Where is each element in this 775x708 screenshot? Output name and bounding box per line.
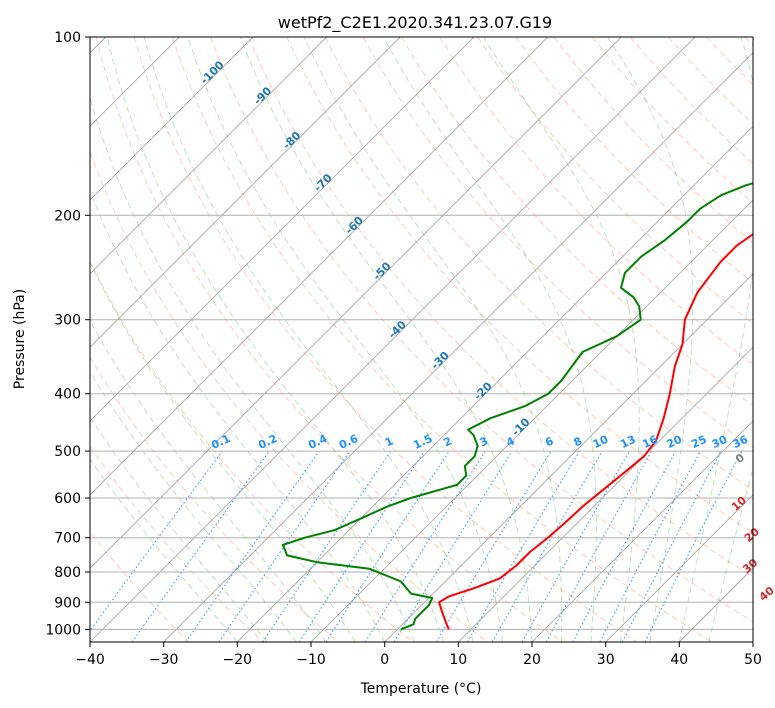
moist-adiabat-line [90, 416, 268, 642]
dry-adiabat-line [439, 37, 753, 365]
mixing-ratio-label: 20 [665, 433, 685, 451]
y-tick-label: 100 [54, 30, 81, 46]
isotherm-line [236, 125, 753, 642]
mixing-ratio-line [90, 450, 223, 632]
isotherm-line [90, 37, 475, 422]
dry-adiabat-line [477, 37, 753, 325]
mixing-ratio-line [393, 450, 513, 642]
plot-frame [89, 36, 754, 643]
y-axis: 100 200 300 400 500 600 700 800 900 1000 [45, 30, 90, 638]
isotherm-line [457, 346, 753, 642]
y-axis-title: Pressure (hPa) [12, 289, 28, 389]
moist-adiabat-line [90, 96, 415, 642]
isotherm-line [90, 37, 254, 201]
moist-adiabat-line [90, 190, 386, 642]
mixing-ratio-label: 36 [731, 433, 751, 451]
dry-adiabat-line [95, 37, 563, 642]
y-tick-label: 300 [54, 313, 81, 329]
moist-adiabat-line [187, 37, 503, 642]
isotherm-line [384, 273, 753, 642]
mixing-ratio-label: 30 [710, 433, 730, 451]
mixing-ratio-line [218, 450, 351, 642]
dry-adiabat-line [210, 37, 753, 623]
x-tick-label: −40 [75, 652, 105, 668]
isotherm-line [90, 37, 401, 348]
mixing-ratio-label: 25 [689, 433, 708, 451]
y-tick-label: 900 [54, 595, 81, 611]
x-tick-label: −30 [149, 652, 179, 668]
moist-adiabat-line [383, 37, 597, 642]
dry-adiabat-line [90, 259, 414, 642]
x-tick-label: 50 [744, 652, 762, 668]
mixing-ratio-line [185, 450, 320, 642]
y-tick-label: 600 [54, 491, 81, 507]
mixing-ratio-label: 13 [618, 433, 637, 451]
x-axis: −40 −30 −20 −10 0 10 20 30 40 50 [75, 642, 762, 668]
mixing-ratio-label: 16 [640, 433, 660, 451]
y-tick-label: 800 [54, 565, 81, 581]
moist-adiabat-line [239, 37, 533, 642]
moist-adiabat-line [106, 37, 445, 642]
x-tick-label: 0 [380, 652, 389, 668]
dry-adiabat-line [324, 37, 753, 491]
isotherm-line [310, 199, 753, 642]
y-tick-label: 700 [54, 531, 81, 547]
temperature-profile [438, 232, 753, 630]
mixing-ratio-label: 10 [591, 433, 611, 451]
dry-adiabat-line [90, 356, 339, 642]
isotherm-line [90, 37, 696, 642]
x-tick-label: 30 [597, 652, 615, 668]
mixing-ratio-line [262, 450, 392, 642]
moist-adiabat-label: 40 [757, 584, 775, 604]
x-tick-label: 40 [670, 652, 688, 668]
moist-adiabat-line [90, 458, 238, 642]
dry-adiabat-line [90, 445, 264, 642]
x-axis-title: Temperature (°C) [360, 681, 482, 697]
x-tick-label: −20 [223, 652, 253, 668]
dry-adiabat-line [286, 37, 753, 534]
dry-adiabat-line [133, 37, 638, 642]
mixing-ratio-line [325, 450, 450, 642]
moist-adiabat-line [708, 466, 753, 642]
isotherm-line [163, 52, 753, 642]
isotherm-line [90, 37, 328, 275]
moist-adiabat-line [90, 370, 297, 642]
dry-adiabat-line [90, 150, 488, 642]
y-tick-label: 200 [54, 208, 81, 224]
y-tick-label: 400 [54, 387, 81, 403]
mixing-ratio-line [572, 450, 677, 642]
isotherm-line [531, 420, 753, 642]
moist-adiabat-line [143, 37, 474, 642]
moist-adiabat-line [90, 260, 356, 642]
x-tick-label: −10 [296, 652, 326, 668]
mixing-ratio-line [298, 450, 425, 642]
profile-series [281, 182, 753, 631]
moist-adiabat-line [90, 319, 327, 642]
moist-adiabat-line [678, 37, 753, 642]
mixing-ratio-line [644, 450, 743, 642]
isotherm-line [90, 37, 549, 496]
grid-lines [90, 37, 753, 630]
x-tick-label: 10 [449, 652, 467, 668]
chart-title: wetPf2_C2E1.2020.341.23.07.G19 [278, 13, 552, 33]
mixing-ratio-line [521, 450, 630, 642]
dry-adiabat-line [248, 37, 753, 578]
moist-adiabat-line [607, 37, 694, 642]
isotherm-line [90, 37, 622, 569]
y-tick-label: 500 [54, 444, 81, 460]
dry-adiabat-line [171, 37, 712, 642]
reference-lines [90, 37, 753, 642]
x-tick-label: 20 [523, 652, 541, 668]
dewpoint-profile [281, 182, 753, 631]
mixing-ratio-line [545, 450, 653, 642]
isotherm-line [605, 494, 753, 642]
mixing-ratio-line [131, 450, 270, 642]
y-tick-label: 1000 [45, 622, 81, 638]
moist-adiabat-line [303, 37, 563, 642]
